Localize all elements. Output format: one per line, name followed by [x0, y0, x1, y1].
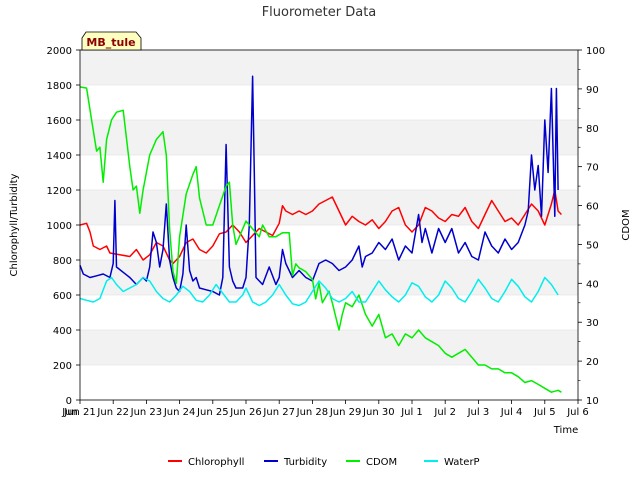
- x-tick-label: Jun 24: [163, 407, 196, 418]
- right-tick-label: 50: [586, 240, 599, 251]
- legend-label-turbidity: Turbidity: [283, 457, 327, 468]
- right-tick-label: 20: [586, 357, 599, 368]
- chart-title: Fluorometer Data: [262, 5, 377, 20]
- x-tick-label-start: Jun: [61, 407, 78, 418]
- right-tick-label: 80: [586, 124, 599, 135]
- x-tick-label: Jul 4: [500, 407, 523, 418]
- right-tick-label: 60: [586, 202, 599, 213]
- series-line-turbidity: [79, 75, 559, 296]
- left-tick-label: 1000: [47, 221, 72, 232]
- left-axis: 0 200 400 600 800 1000 1200 1400 1600 1800 2000: [47, 46, 80, 407]
- left-tick-label: 1600: [47, 116, 72, 127]
- grid-band: [80, 260, 578, 295]
- series-line-waterp: [79, 276, 559, 307]
- annotation-label: MB_tule: [86, 36, 135, 49]
- x-tick-label: Jun 23: [130, 407, 163, 418]
- x-tick-label: Jun 30: [362, 407, 395, 418]
- grid-band: [80, 330, 578, 365]
- series-layer: [79, 75, 562, 393]
- left-tick-label: 1200: [47, 186, 72, 197]
- right-tick-label: 70: [586, 163, 599, 174]
- right-tick-label: 30: [586, 318, 599, 329]
- x-axis-label: Time: [553, 425, 578, 436]
- x-tick-label: Jul 1: [400, 407, 423, 418]
- left-tick-label: 0: [66, 396, 72, 407]
- x-tick-label: Jul 3: [467, 407, 490, 418]
- legend-label-cdom: CDOM: [366, 457, 397, 468]
- series-line-cdom: [79, 86, 562, 393]
- left-tick-label: 1400: [47, 151, 72, 162]
- x-tick-label: Jul 2: [433, 407, 456, 418]
- left-axis-label: Chlorophyll/Turbidity: [9, 173, 20, 276]
- legend-label-waterp: WaterP: [444, 457, 480, 468]
- x-tick-label: Jun 22: [96, 407, 129, 418]
- right-axis-label: CDOM: [621, 209, 632, 240]
- grid-band: [80, 50, 578, 85]
- grid-band: [80, 365, 578, 400]
- left-tick-label: 2000: [47, 46, 72, 57]
- left-tick-label: 200: [53, 361, 72, 372]
- left-tick-label: 1800: [47, 81, 72, 92]
- annotation-shape: [81, 31, 142, 51]
- grid-band: [80, 155, 578, 190]
- left-tick-label: 600: [53, 291, 72, 302]
- x-tick-label: Jun 29: [329, 407, 362, 418]
- grid-band: [80, 85, 578, 120]
- left-tick-label: 400: [53, 326, 72, 337]
- x-tick-label: Jul 6: [566, 407, 589, 418]
- annotation-box: MB_tule: [81, 31, 142, 51]
- x-tick-label: Jun 27: [262, 407, 295, 418]
- x-tick-label: Jun 28: [296, 407, 329, 418]
- grid-band: [80, 295, 578, 330]
- right-tick-label: 90: [586, 85, 599, 96]
- right-tick-label: 100: [586, 46, 605, 57]
- x-tick-label: Jul 5: [533, 407, 556, 418]
- left-tick-label: 800: [53, 256, 72, 267]
- grid-band: [80, 120, 578, 155]
- right-tick-label: 40: [586, 279, 599, 290]
- x-tick-label: Jun 21: [63, 407, 96, 418]
- x-tick-label: Jun 26: [229, 407, 262, 418]
- series-line-chlorophyll: [79, 189, 562, 265]
- x-tick-label: Jun 25: [196, 407, 229, 418]
- legend-label-chlorophyll: Chlorophyll: [188, 457, 244, 468]
- right-tick-label: 10: [586, 396, 599, 407]
- right-axis: 10 20 30 40 50 60 70 80 90 100: [578, 46, 605, 407]
- legend: Chlorophyll Turbidity CDOM WaterP: [168, 457, 480, 468]
- background-bands: [80, 49, 578, 401]
- grid-band: [80, 190, 578, 225]
